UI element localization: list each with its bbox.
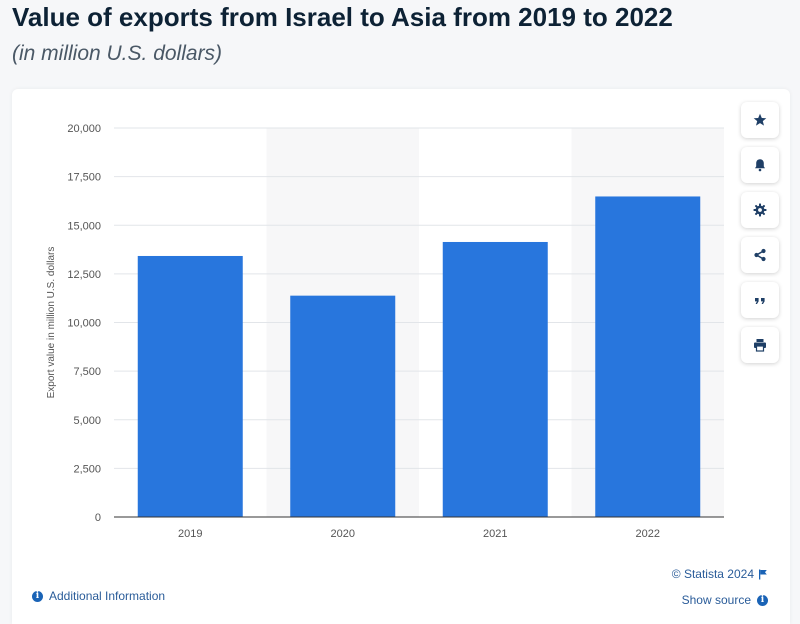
bar-2019[interactable] [137,255,243,517]
cite-button[interactable] [741,282,779,318]
page-title: Value of exports from Israel to Asia fro… [12,2,673,32]
share-button[interactable] [741,237,779,273]
chart-footer: © Statista 2024 Show source i [672,567,768,607]
show-source-label: Show source [681,593,751,607]
y-tick-label: 0 [95,512,101,524]
y-tick-label: 5,000 [73,415,101,427]
x-tick-label: 2022 [636,528,660,540]
bar-chart: 0 2,500 5,000 7,500 10,000 12,500 15,000 17,500… [46,123,724,540]
star-icon [753,113,767,126]
y-tick-label: 7,500 [73,366,101,378]
bar-2020[interactable] [290,295,396,517]
credit-text: © Statista 2024 [671,567,754,581]
chart-card: 0 2,500 5,000 7,500 10,000 12,500 15,000 17,500… [12,89,790,624]
y-tick-label: 17,500 [67,172,101,184]
settings-button[interactable] [741,192,779,228]
gear-icon [753,203,767,217]
favorite-button[interactable] [741,102,779,138]
show-source-link[interactable]: Show source i [672,593,768,607]
info-icon: i [757,594,768,606]
y-tick-label: 10,000 [67,318,101,330]
y-tick-label: 2,500 [73,463,101,475]
bar-2021[interactable] [442,241,548,518]
x-tick-label: 2019 [178,528,202,540]
y-axis-label: Export value in million U.S. dollars [46,247,57,399]
quote-icon [755,298,765,304]
notification-button[interactable] [741,147,779,183]
flag-icon [759,569,767,579]
chart-toolbar [741,102,779,372]
y-tick-label: 20,000 [67,123,101,135]
bar-2022[interactable] [595,196,701,517]
additional-information-label: Additional Information [49,589,166,603]
additional-information-link[interactable]: i Additional Information [32,589,165,603]
share-icon [754,248,766,262]
info-icon: i [32,590,43,602]
print-button[interactable] [741,327,779,363]
print-icon [754,339,766,352]
bell-icon [755,159,765,172]
page-subtitle: (in million U.S. dollars) [12,42,223,65]
y-tick-label: 15,000 [67,220,101,232]
x-tick-label: 2020 [331,528,355,540]
y-tick-label: 12,500 [67,269,101,281]
x-tick-label: 2021 [483,528,507,540]
statista-credit[interactable]: © Statista 2024 [672,567,768,581]
